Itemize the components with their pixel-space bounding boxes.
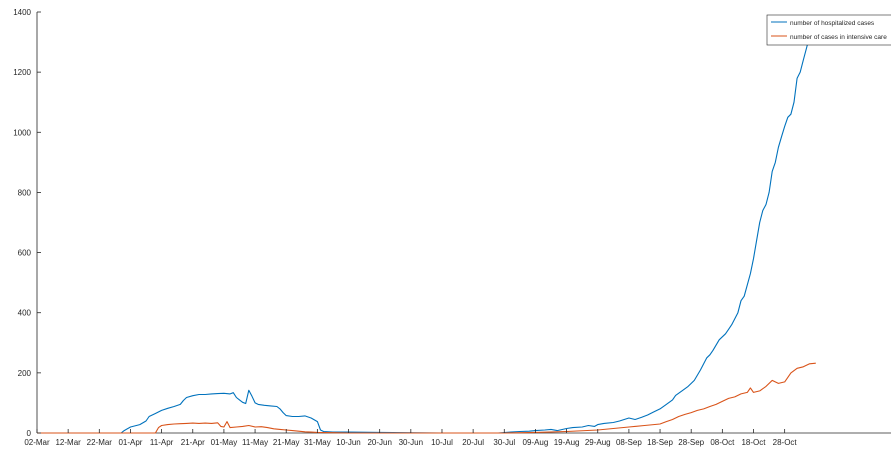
legend-label-hospitalized: number of hospitalized cases	[790, 20, 875, 27]
y-tick-label: 0	[27, 429, 32, 438]
plot-area: 0 200 400 600 800 1000 1200 1400 02-Mar 12-Mar 22…	[13, 8, 891, 447]
x-tick-label: 09-Aug	[523, 438, 549, 447]
x-tick-label: 22-Mar	[87, 438, 113, 447]
x-axis-ticks: 02-Mar 12-Mar 22-Mar 01-Apr 11-Apr 21-Apr 01-M…	[24, 429, 797, 447]
x-tick-label: 21-May	[273, 438, 300, 447]
x-tick-label: 02-Mar	[24, 438, 50, 447]
series-layer	[37, 23, 816, 434]
y-tick-label: 1200	[13, 68, 31, 77]
x-tick-label: 01-May	[211, 438, 238, 447]
x-tick-label: 10-Jul	[431, 438, 453, 447]
x-tick-label: 20-Jun	[367, 438, 391, 447]
x-tick-label: 18-Sep	[647, 438, 673, 447]
x-tick-label: 28-Sep	[678, 438, 704, 447]
y-tick-label: 600	[18, 249, 32, 258]
legend-box	[766, 14, 891, 46]
x-tick-label: 11-May	[242, 438, 268, 447]
series-line-hospitalized	[37, 23, 814, 434]
y-tick-label: 400	[18, 309, 32, 318]
x-tick-label: 28-Oct	[773, 438, 798, 447]
x-tick-label: 21-Apr	[181, 438, 205, 447]
x-tick-label: 10-Jun	[336, 438, 360, 447]
x-tick-label: 12-Mar	[55, 438, 81, 447]
x-tick-label: 30-Jun	[399, 438, 423, 447]
x-tick-label: 01-Apr	[118, 438, 142, 447]
x-tick-label: 08-Oct	[710, 438, 735, 447]
x-tick-label: 29-Aug	[585, 438, 611, 447]
y-tick-label: 1400	[13, 8, 31, 17]
series-line-intensive-care	[37, 362, 816, 434]
y-axis-ticks: 0 200 400 600 800 1000 1200 1400	[13, 8, 41, 438]
x-tick-label: 11-Apr	[150, 438, 174, 447]
x-tick-label: 08-Sep	[616, 438, 642, 447]
legend: number of hospitalized cases number of c…	[766, 14, 891, 46]
x-tick-label: 19-Aug	[554, 438, 580, 447]
legend-label-intensive-care: number of cases in intensive care	[790, 34, 887, 41]
x-tick-label: 31-May	[304, 438, 331, 447]
y-tick-label: 1000	[13, 128, 31, 137]
x-tick-label: 30-Jul	[493, 438, 515, 447]
x-tick-label: 20-Jul	[462, 438, 484, 447]
y-tick-label: 200	[18, 369, 32, 378]
y-tick-label: 800	[18, 188, 32, 197]
x-tick-label: 18-Oct	[741, 438, 766, 447]
